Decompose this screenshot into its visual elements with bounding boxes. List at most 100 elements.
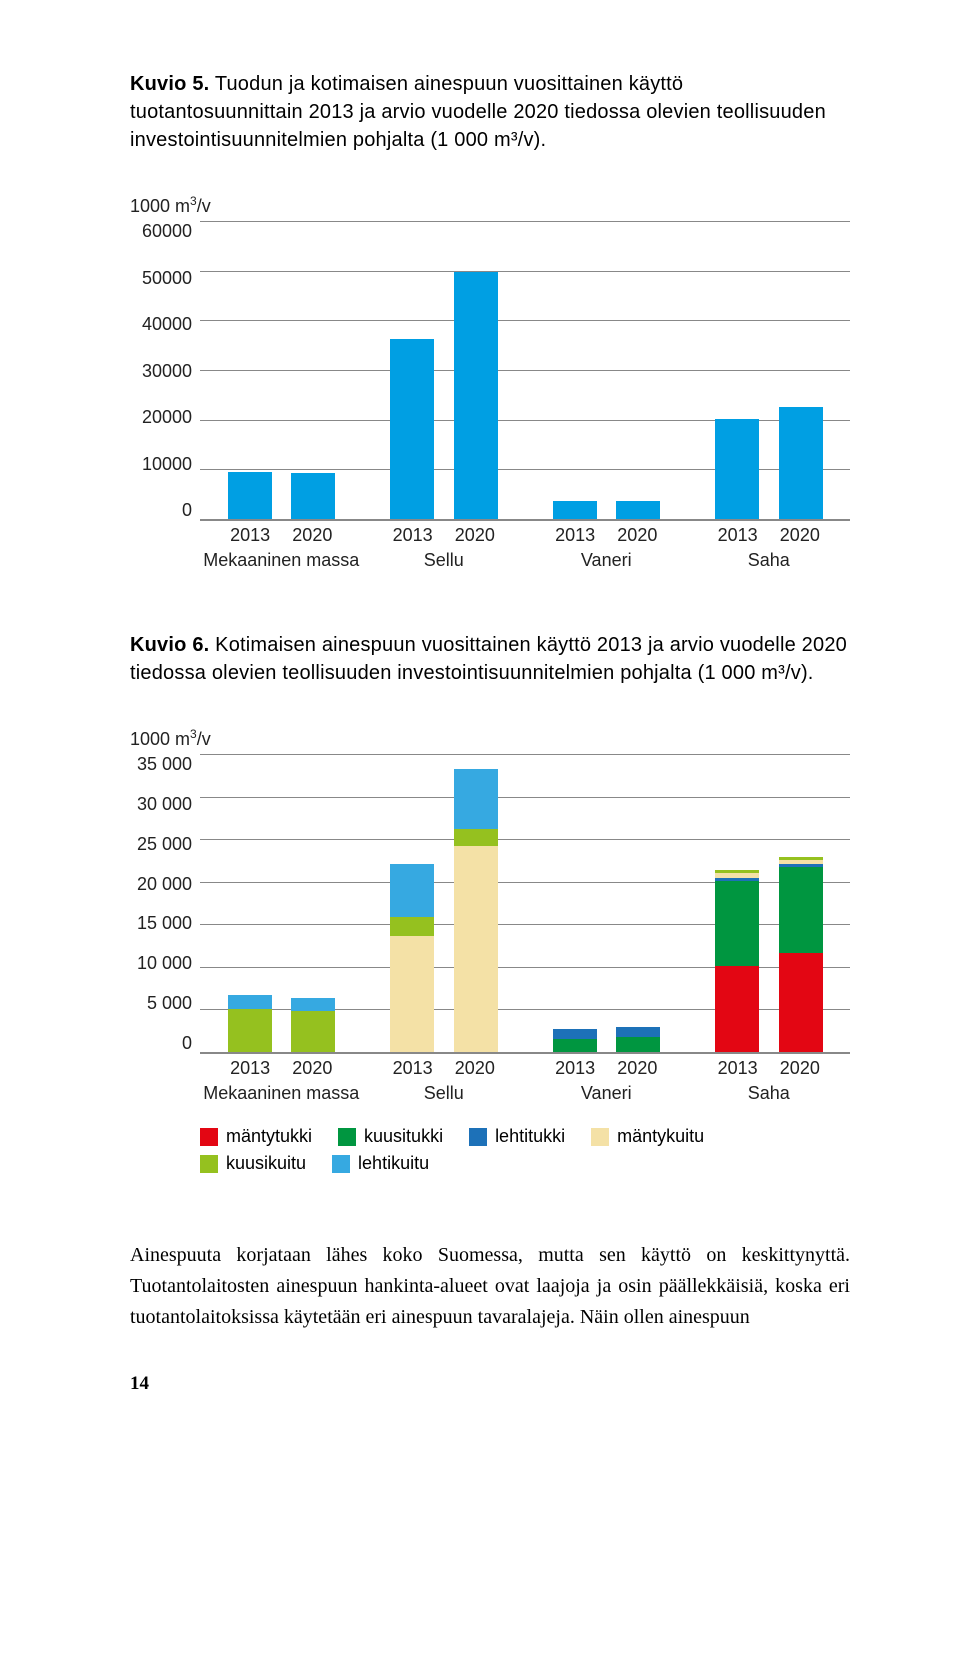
- x-year-label: 2020: [455, 525, 495, 546]
- y-tick-label: 0: [182, 1033, 192, 1054]
- x-year-label: 2013: [555, 1058, 595, 1079]
- y-tick-label: 30 000: [137, 794, 192, 815]
- bar-segment: [228, 995, 272, 1010]
- y-tick-label: 0: [182, 500, 192, 521]
- bar: [454, 272, 498, 520]
- kuvio6-caption-bold: Kuvio 6.: [130, 634, 209, 656]
- legend-item: lehtitukki: [469, 1126, 565, 1147]
- bar-segment: [291, 1011, 335, 1052]
- kuvio6-caption-text: Kotimaisen ainespuun vuosittainen käyttö…: [130, 634, 847, 684]
- stacked-bar: [616, 1027, 660, 1052]
- x-group: 20132020Mekaaninen massa: [200, 521, 363, 571]
- bar-group: [363, 769, 526, 1052]
- bar-segment: [553, 1029, 597, 1039]
- x-group: 2013 2020Sellu: [363, 1054, 526, 1104]
- kuvio5-bargroups: [200, 221, 850, 519]
- x-category-label: Vaneri: [525, 1081, 688, 1104]
- x-year-label: 2020: [780, 525, 820, 546]
- y-tick-label: 60000: [142, 221, 192, 242]
- bar: [715, 419, 759, 519]
- kuvio5-y-axis: 6000050000400003000020000100000: [130, 221, 200, 521]
- x-category-label: Mekaaninen massa: [200, 548, 363, 571]
- kuvio6-y-unit: 1000 m3/v: [130, 727, 850, 750]
- bar-group: [525, 501, 688, 519]
- x-group: 20132020Saha: [688, 1054, 851, 1104]
- x-year-label: 2013: [555, 525, 595, 546]
- stacked-bar: [291, 998, 335, 1052]
- y-tick-label: 20 000: [137, 874, 192, 895]
- bar: [553, 501, 597, 519]
- bar-group: [525, 1027, 688, 1052]
- y-tick-label: 15 000: [137, 913, 192, 934]
- bar-segment: [454, 846, 498, 1052]
- bar-group: [688, 857, 851, 1052]
- x-group: 2013 2020Vaneri: [525, 1054, 688, 1104]
- bar-group: [688, 407, 851, 520]
- kuvio6-bargroups: [200, 754, 850, 1052]
- x-year-label: 2020: [455, 1058, 495, 1079]
- y-tick-label: 35 000: [137, 754, 192, 775]
- kuvio5-caption: Kuvio 5. Tuodun ja kotimaisen ainespuun …: [130, 70, 850, 154]
- kuvio6-x-labels: 20132020Mekaaninen massa20132020Sellu201…: [200, 1054, 850, 1104]
- stacked-bar: [390, 864, 434, 1052]
- bar-group: [200, 995, 363, 1052]
- bar: [779, 407, 823, 520]
- kuvio5-caption-text: Tuodun ja kotimaisen ainespuun vuosittai…: [130, 73, 826, 151]
- bar-segment: [454, 829, 498, 846]
- legend-item: mäntykuitu: [591, 1126, 704, 1147]
- bar-segment: [779, 953, 823, 1052]
- stacked-bar: [779, 857, 823, 1052]
- kuvio6-chart: 1000 m3/v 35 00030 00025 00020 00015 000…: [130, 727, 850, 1180]
- x-category-label: Saha: [688, 1081, 851, 1104]
- x-category-label: Sellu: [363, 1081, 526, 1104]
- kuvio5-y-unit: 1000 m3/v: [130, 194, 850, 217]
- x-group: 20132020Vaneri: [525, 521, 688, 571]
- legend-swatch: [332, 1155, 350, 1173]
- y-tick-label: 20000: [142, 407, 192, 428]
- bar-segment: [390, 917, 434, 937]
- stacked-bar: [715, 870, 759, 1052]
- bar-segment: [616, 1037, 660, 1052]
- stacked-bar: [553, 1029, 597, 1052]
- legend-label: mäntytukki: [226, 1126, 312, 1147]
- stacked-bar: [454, 769, 498, 1052]
- bar: [616, 501, 660, 519]
- kuvio5-chart: 1000 m3/v 600005000040000300002000010000…: [130, 194, 850, 571]
- x-year-label: 2013: [718, 525, 758, 546]
- bar-segment: [228, 1009, 272, 1052]
- legend-item: kuusikuitu: [200, 1153, 306, 1174]
- bar-segment: [715, 966, 759, 1052]
- kuvio6-legend: mäntytukki kuusitukki lehtitukki mäntykuitu…: [200, 1126, 850, 1180]
- bar-segment: [454, 769, 498, 829]
- legend-item: mäntytukki: [200, 1126, 312, 1147]
- page-number: 14: [130, 1373, 850, 1395]
- kuvio5-x-labels: 20132020Mekaaninen massa20132020Sellu201…: [200, 521, 850, 571]
- legend-item: lehtikuitu: [332, 1153, 429, 1174]
- y-tick-label: 40000: [142, 314, 192, 335]
- x-category-label: Saha: [688, 548, 851, 571]
- legend-swatch: [469, 1128, 487, 1146]
- legend-swatch: [200, 1155, 218, 1173]
- legend-swatch: [591, 1128, 609, 1146]
- x-year-label: 2020: [617, 525, 657, 546]
- bar-segment: [779, 867, 823, 953]
- kuvio6-y-axis: 35 00030 00025 00020 00015 00010 0005 00…: [130, 754, 200, 1054]
- y-tick-label: 50000: [142, 268, 192, 289]
- bar-segment: [390, 864, 434, 916]
- kuvio5-caption-bold: Kuvio 5.: [130, 73, 209, 95]
- legend-label: kuusitukki: [364, 1126, 443, 1147]
- x-year-label: 2013: [230, 525, 270, 546]
- bar-segment: [390, 936, 434, 1052]
- bar: [228, 472, 272, 519]
- legend-label: lehtitukki: [495, 1126, 565, 1147]
- y-tick-label: 30000: [142, 361, 192, 382]
- x-category-label: Sellu: [363, 548, 526, 571]
- bar-segment: [616, 1027, 660, 1037]
- x-year-label: 2020: [617, 1058, 657, 1079]
- legend-swatch: [200, 1128, 218, 1146]
- x-year-label: 2013: [393, 1058, 433, 1079]
- legend-item: kuusitukki: [338, 1126, 443, 1147]
- bar: [291, 473, 335, 519]
- x-group: 2013 2020Saha: [688, 521, 851, 571]
- y-tick-label: 10 000: [137, 953, 192, 974]
